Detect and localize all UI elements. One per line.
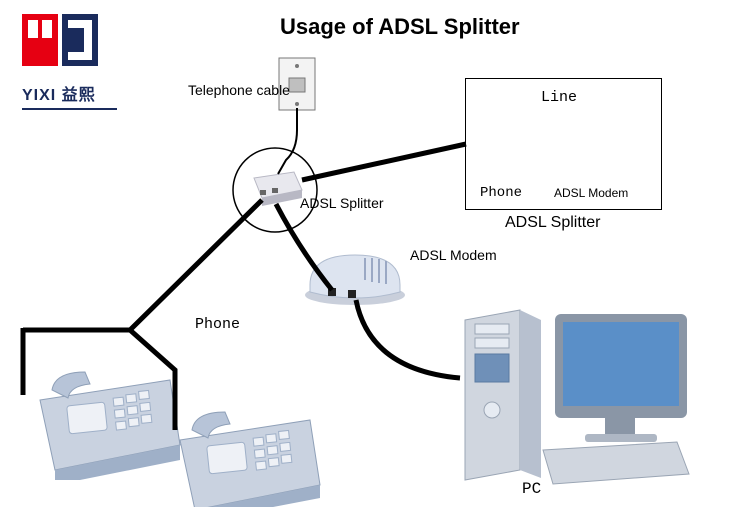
wires-layer — [0, 0, 755, 507]
